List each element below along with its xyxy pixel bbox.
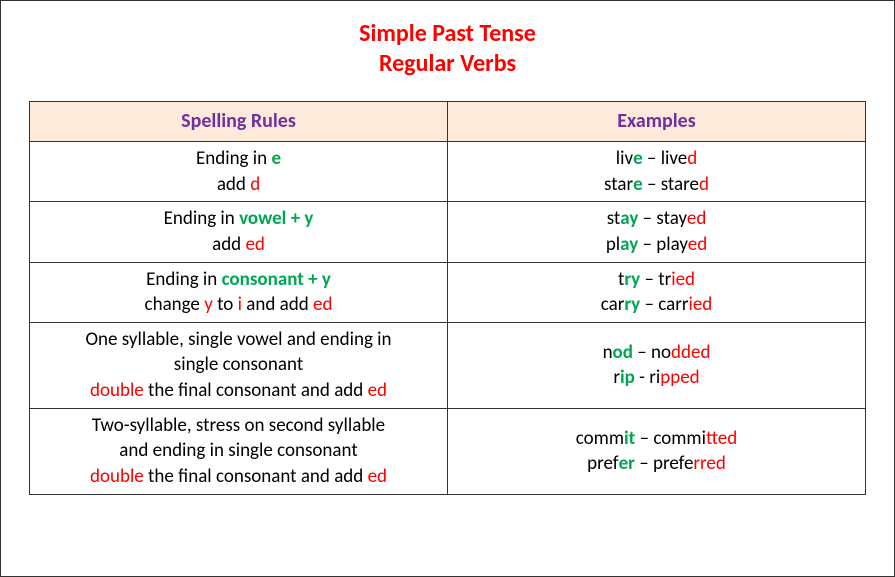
table-row: Ending in eadd dlive – livedstare – star… — [30, 142, 866, 202]
text-segment: add — [217, 173, 250, 196]
text-segment: – play — [638, 233, 688, 256]
text-segment: ry — [624, 293, 640, 316]
text-segment: dded — [671, 341, 710, 364]
text-segment: and ending in single consonant — [119, 439, 357, 462]
text-segment: – carr — [640, 293, 688, 316]
rule-cell: Ending in vowel + y add ed — [30, 202, 448, 262]
text-segment: r — [613, 366, 620, 389]
page-title: Simple Past Tense Regular Verbs — [29, 19, 866, 79]
text-segment: the final consonant and add — [144, 465, 368, 488]
text-segment: – no — [633, 341, 671, 364]
text-segment: e — [633, 173, 643, 196]
text-segment: ed — [368, 379, 387, 402]
col-header-examples: Examples — [448, 102, 866, 142]
text-segment: ed — [313, 293, 332, 316]
text-segment: - ri — [635, 366, 660, 389]
text-segment: – stay — [638, 207, 687, 230]
rule-cell: Two-syllable, stress on second syllablea… — [30, 408, 448, 494]
text-segment: ied — [671, 268, 695, 291]
text-segment: double — [90, 465, 144, 488]
table-row: Ending in vowel + yadd edstay – stayedpl… — [30, 202, 866, 262]
table-header-row: Spelling Rules Examples — [30, 102, 866, 142]
text-segment: car — [601, 293, 625, 316]
text-segment: st — [607, 207, 621, 230]
text-segment: One syllable, single vowel and ending in — [85, 328, 391, 351]
text-segment: – stare — [643, 173, 699, 196]
table-body: Ending in eadd dlive – livedstare – star… — [30, 142, 866, 495]
text-segment: it — [624, 427, 635, 450]
text-segment: ip — [620, 366, 635, 389]
table-row: Two-syllable, stress on second syllablea… — [30, 408, 866, 494]
text-segment: double — [90, 379, 144, 402]
example-cell: nod – nodded rip - ripped — [448, 322, 866, 408]
text-segment: consonant + y — [222, 268, 331, 291]
text-segment: change — [145, 293, 205, 316]
text-segment: od — [613, 341, 633, 364]
text-segment: ry — [624, 268, 640, 291]
col-header-rules: Spelling Rules — [30, 102, 448, 142]
text-segment: e — [633, 147, 643, 170]
text-segment: ay — [620, 207, 638, 230]
text-segment: add — [212, 233, 245, 256]
text-segment: d — [687, 147, 697, 170]
text-segment: pl — [606, 233, 620, 256]
title-line-2: Regular Verbs — [379, 49, 516, 78]
text-segment: single consonant — [174, 353, 303, 376]
example-cell: stay – stayedplay – played — [448, 202, 866, 262]
rules-table: Spelling Rules Examples Ending in eadd d… — [29, 101, 866, 495]
text-segment: ed — [245, 233, 264, 256]
text-segment: liv — [616, 147, 633, 170]
rule-cell: One syllable, single vowel and ending in… — [30, 322, 448, 408]
text-segment: ay — [620, 233, 638, 256]
text-segment: d — [250, 173, 260, 196]
text-segment: and add — [242, 293, 313, 316]
text-segment: Ending in — [164, 207, 239, 230]
text-segment: tted — [706, 427, 737, 450]
table-row: Ending in consonant + ychange y to i and… — [30, 262, 866, 322]
text-segment: er — [619, 452, 635, 475]
text-segment: Two-syllable, stress on second syllable — [92, 414, 385, 437]
text-segment: ed — [368, 465, 387, 488]
text-segment: star — [604, 173, 633, 196]
text-segment: Ending in — [196, 147, 271, 170]
text-segment: comm — [576, 427, 624, 450]
text-segment: rred — [693, 452, 725, 475]
page-container: Simple Past Tense Regular Verbs Spelling… — [0, 0, 895, 577]
text-segment: d — [699, 173, 709, 196]
text-segment: y — [204, 293, 213, 316]
table-row: One syllable, single vowel and ending in… — [30, 322, 866, 408]
text-segment: – prefe — [635, 452, 693, 475]
text-segment: pped — [660, 366, 699, 389]
text-segment: – commi — [635, 427, 706, 450]
text-segment: Ending in — [146, 268, 221, 291]
example-cell: commit – committed prefer – preferred — [448, 408, 866, 494]
text-segment: ed — [687, 207, 706, 230]
text-segment: pref — [587, 452, 618, 475]
text-segment: – live — [643, 147, 688, 170]
example-cell: live – livedstare – stared — [448, 142, 866, 202]
text-segment: n — [603, 341, 613, 364]
title-line-1: Simple Past Tense — [359, 19, 536, 48]
rule-cell: Ending in eadd d — [30, 142, 448, 202]
text-segment: e — [271, 147, 281, 170]
text-segment: to — [213, 293, 238, 316]
text-segment: ied — [688, 293, 712, 316]
example-cell: try – triedcarry – carried — [448, 262, 866, 322]
text-segment: the final consonant and add — [144, 379, 368, 402]
rule-cell: Ending in consonant + ychange y to i and… — [30, 262, 448, 322]
text-segment: – tr — [640, 268, 671, 291]
text-segment: vowel + y — [239, 207, 313, 230]
text-segment: ed — [688, 233, 707, 256]
